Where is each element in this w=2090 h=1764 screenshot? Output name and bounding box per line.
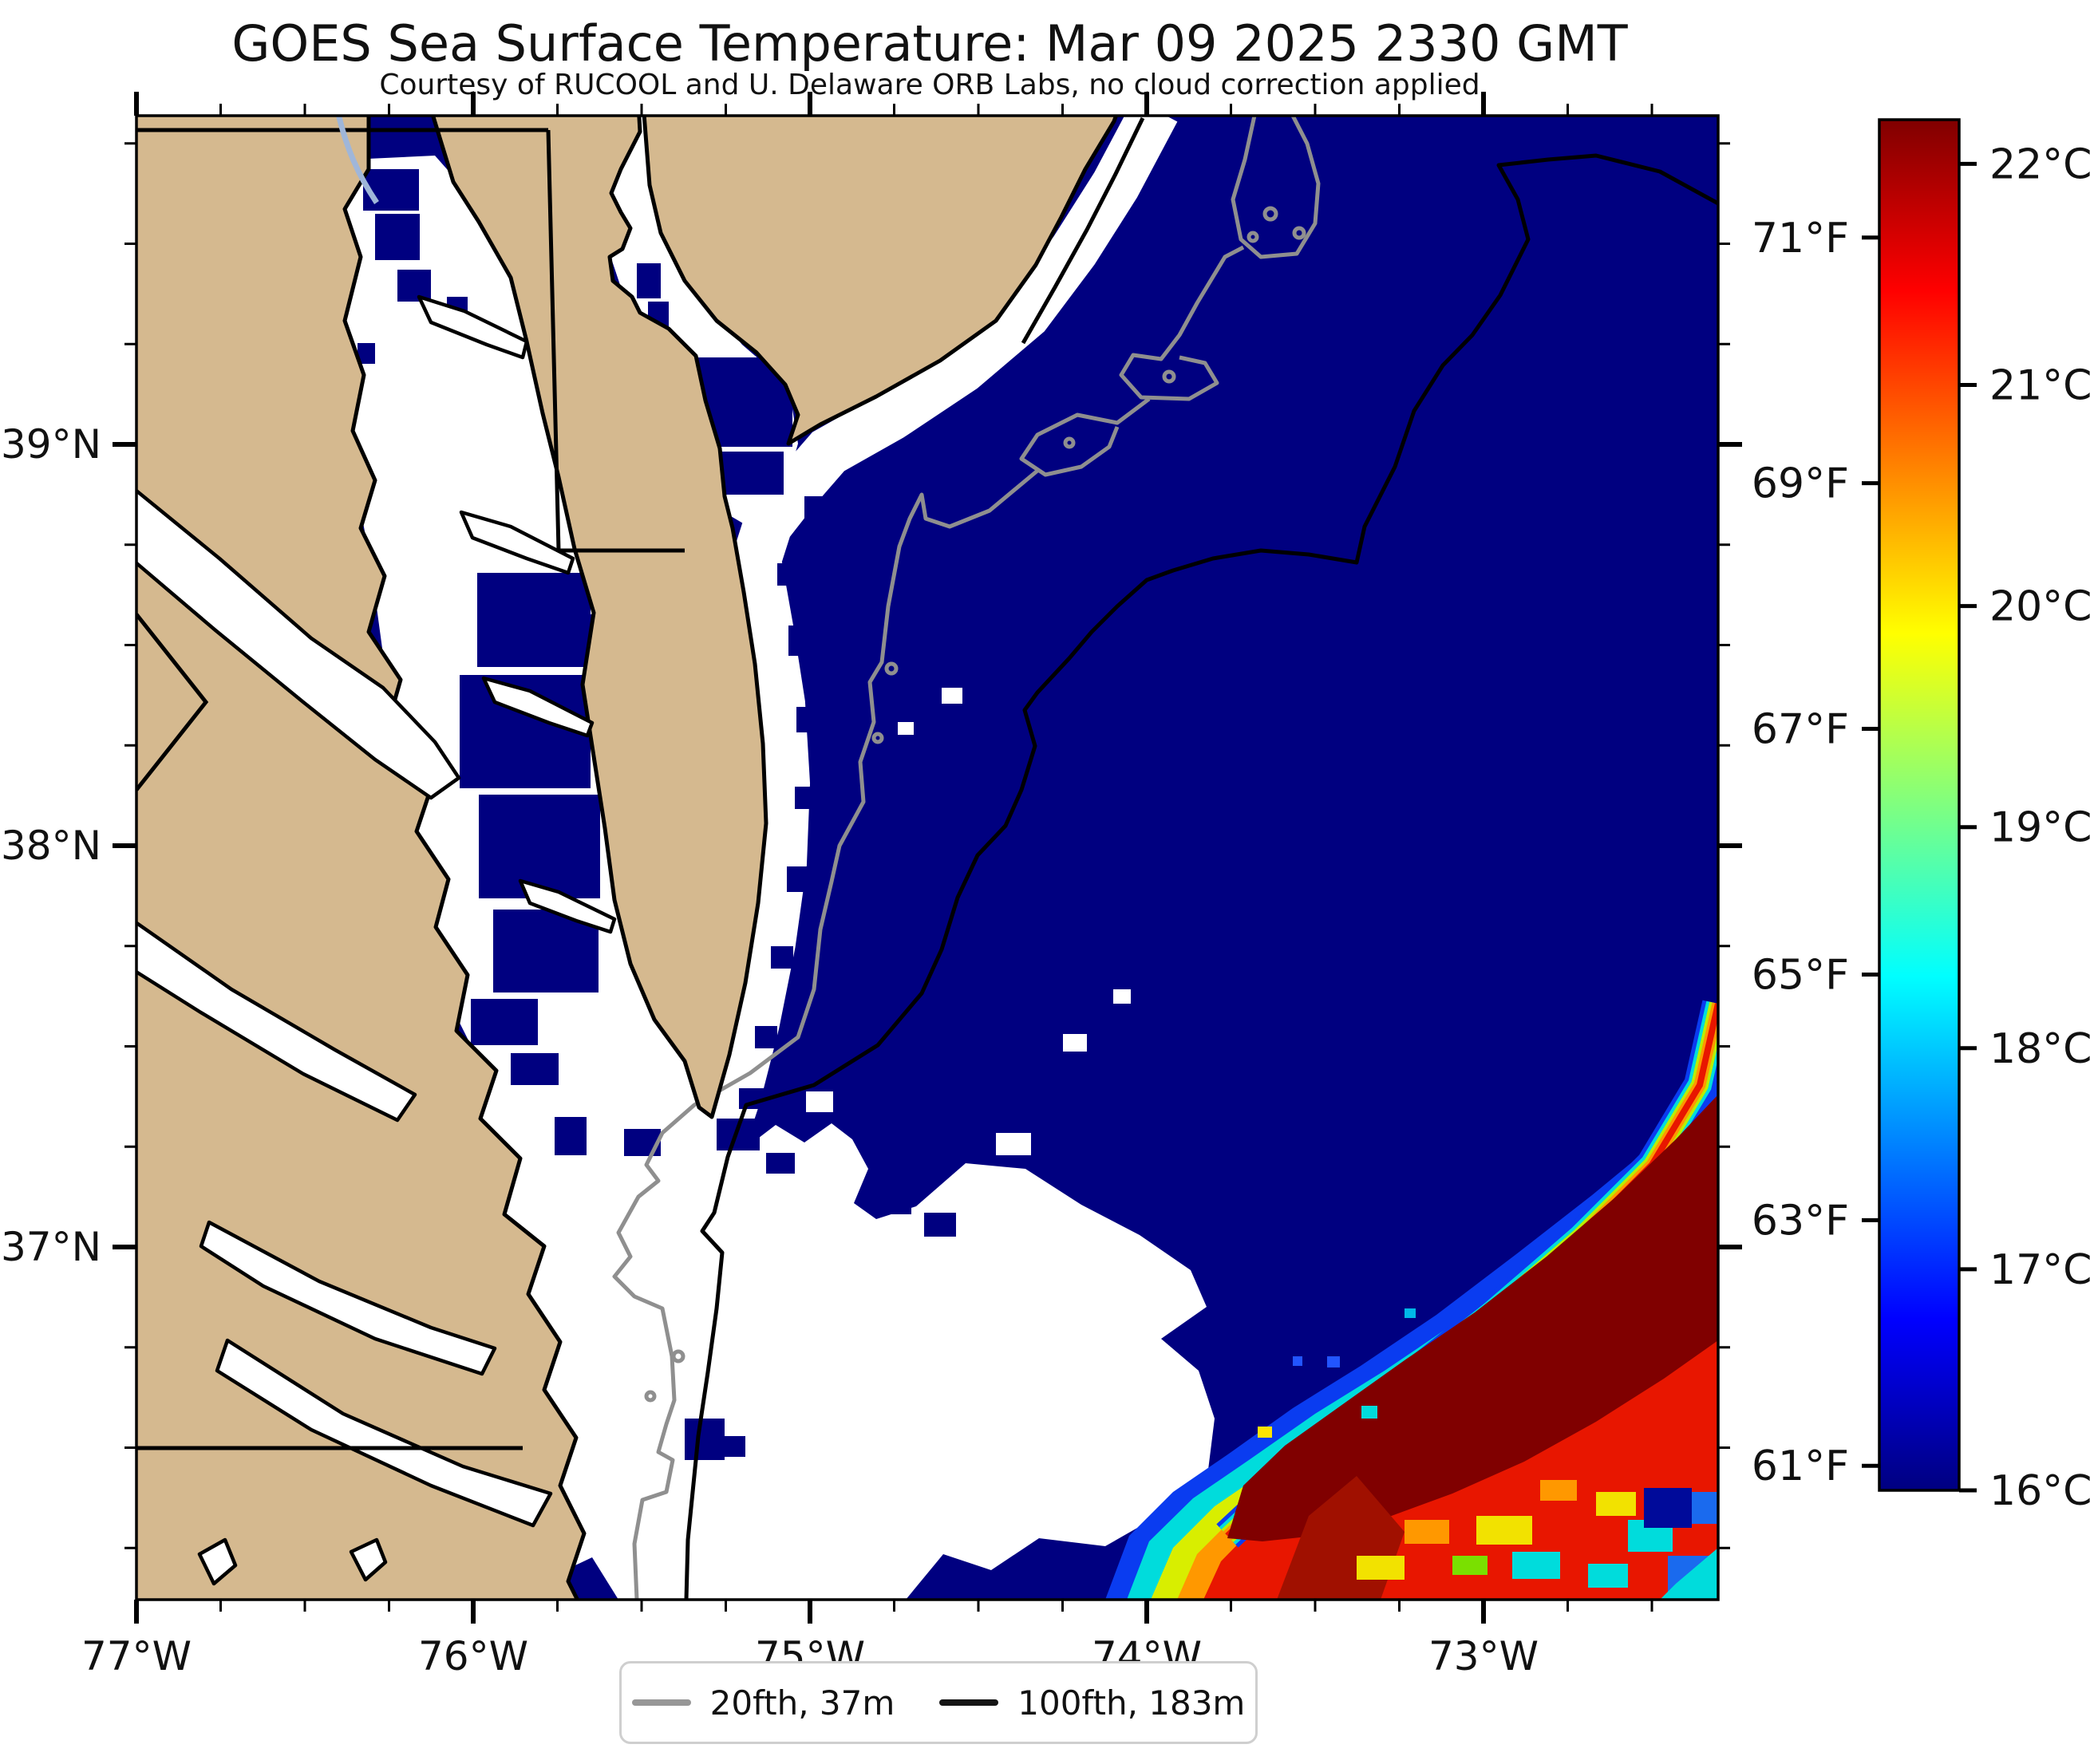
colorbar-celsius-label: 21°C: [1989, 362, 2090, 410]
rappahannock-river: [136, 920, 417, 1123]
colorbar-celsius-label: 22°C: [1989, 140, 2090, 188]
map-area: [136, 116, 1718, 1600]
nj-barrier-island: [1021, 116, 1145, 345]
x-tick-label: 77°W: [81, 1633, 192, 1679]
left-border-chevron: [136, 613, 209, 791]
de-west-border: [546, 129, 561, 551]
coastal-cloud-band: [697, 116, 1178, 1150]
york-river: [199, 1220, 497, 1376]
pocomoke-creek: [518, 878, 617, 934]
tidal-rivers: [136, 294, 617, 1586]
legend-item: 20fth, 37m: [631, 1683, 895, 1723]
map-frame: [135, 114, 1720, 1601]
cloud-mask-main: [452, 1101, 1215, 1600]
coastal-pond-2: [349, 1537, 388, 1582]
x-tick-label: 73°W: [1428, 1633, 1539, 1679]
colorbar-fahrenheit-label: 65°F: [1752, 951, 1849, 999]
susquehanna-river: [335, 116, 379, 204]
colorbar-celsius-label: 19°C: [1989, 804, 2090, 852]
y-tick-label: 37°N: [1, 1224, 101, 1270]
colorbar-celsius-label: 17°C: [1989, 1246, 2090, 1294]
potomac-river: [136, 488, 461, 800]
page-subtitle: Courtesy of RUCOOL and U. Delaware ORB L…: [379, 69, 1480, 101]
colorbar-celsius-label: 16°C: [1989, 1467, 2090, 1515]
eddy-warm-core: [1227, 1095, 1718, 1541]
choptank-creek: [459, 510, 575, 575]
colorbar-gradient: [1878, 118, 1961, 1492]
page-title: GOES Sea Surface Temperature: Mar 09 202…: [231, 14, 1628, 73]
colorbar-celsius-label: 20°C: [1989, 583, 2090, 631]
isobath-100fth: [684, 153, 1718, 1600]
legend-label: 20fth, 37m: [709, 1683, 895, 1723]
y-tick-label: 39°N: [1, 421, 101, 468]
x-tick-label: 76°W: [418, 1633, 528, 1679]
legend-label: 100fth, 183m: [1017, 1683, 1246, 1723]
y-tick-label: 38°N: [1, 823, 101, 869]
colorbar-fahrenheit-label: 69°F: [1752, 460, 1849, 508]
land-new-jersey: [642, 116, 1119, 446]
legend-item: 100fth, 183m: [939, 1683, 1245, 1723]
isobath-20fth: [497, 116, 1321, 1600]
contour-legend: 20fth, 37m 100fth, 183m: [619, 1661, 1258, 1744]
legend-line-swatch: [631, 1699, 691, 1706]
legend-line-swatch: [939, 1699, 999, 1706]
land: [136, 116, 1119, 1600]
map-ticks: [113, 92, 1742, 1624]
nanticoke-creek: [481, 676, 595, 738]
colorbar-celsius-label: 18°C: [1989, 1025, 2090, 1073]
chester-creek: [417, 294, 529, 360]
colorbar-fahrenheit-label: 61°F: [1752, 1442, 1849, 1490]
colorbar-ticks: [1862, 161, 1977, 1493]
colorbar-fahrenheit-label: 67°F: [1752, 706, 1849, 754]
warm-eddy: [1105, 1000, 1718, 1600]
colorbar-fahrenheit-label: 71°F: [1752, 215, 1849, 262]
colorbar-fahrenheit-label: 63°F: [1752, 1197, 1849, 1245]
eddy-mottling: [1258, 1308, 1718, 1600]
colorbar-labels: 22°C 21°C 20°C 19°C 18°C 17°C 16°C 71°F 69°F 67°F…: [1752, 140, 2090, 1515]
land-western-shore: [136, 116, 587, 1600]
colorbar: 22°C 21°C 20°C 19°C 18°C 17°C 16°C 71°F 69°F 67°F…: [1752, 118, 2090, 1515]
coastal-pond-1: [197, 1537, 238, 1586]
james-river: [215, 1338, 553, 1528]
map-tick-labels: 77°W 76°W 75°W 74°W 73°W39°N38°N37°N: [1, 421, 1539, 1679]
